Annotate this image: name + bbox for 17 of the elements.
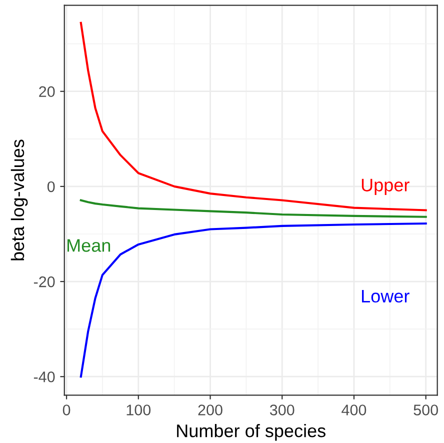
x-tick-label: 200: [198, 404, 222, 416]
line-series: [80, 199, 427, 218]
x-axis-title: Number of species: [177, 424, 326, 441]
y-tick-label: -20: [34, 276, 55, 288]
x-tick-label: 400: [342, 404, 366, 416]
line-series: [80, 22, 427, 212]
y-axis-title: beta log-values: [10, 140, 28, 260]
text: Lower: [362, 290, 410, 303]
y-tick-label: -40: [34, 371, 55, 382]
x-tick-label: 500: [414, 404, 438, 416]
x-tick-label: 100: [126, 404, 151, 416]
x-tick-label: 300: [270, 404, 294, 416]
x-tick-label: 0: [62, 404, 70, 416]
series-label: Upper: [362, 178, 410, 196]
y-tick-label: 20: [39, 86, 55, 98]
series-label: Mean: [68, 239, 110, 252]
y-tick-label: 0: [47, 181, 55, 192]
